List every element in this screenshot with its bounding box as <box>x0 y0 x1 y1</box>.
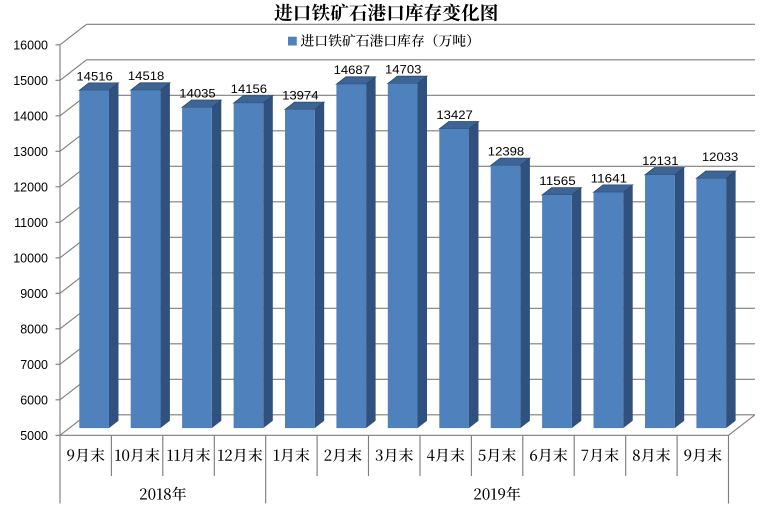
svg-text:8000: 8000 <box>20 323 48 337</box>
svg-text:7000: 7000 <box>20 358 48 372</box>
svg-text:13974: 13974 <box>282 89 319 103</box>
svg-text:11641: 11641 <box>591 171 628 185</box>
svg-text:14156: 14156 <box>231 82 268 96</box>
svg-text:9000: 9000 <box>20 287 48 301</box>
svg-text:13427: 13427 <box>436 108 473 122</box>
svg-text:14703: 14703 <box>385 63 422 77</box>
svg-text:14035: 14035 <box>179 86 216 100</box>
svg-text:13000: 13000 <box>13 145 48 159</box>
svg-text:14518: 14518 <box>128 69 165 83</box>
svg-text:6000: 6000 <box>20 394 48 408</box>
svg-text:11565: 11565 <box>539 174 576 188</box>
svg-text:12131: 12131 <box>642 154 679 168</box>
svg-text:11000: 11000 <box>14 216 48 230</box>
svg-text:14000: 14000 <box>13 110 48 124</box>
svg-text:12000: 12000 <box>13 181 48 195</box>
svg-text:16000: 16000 <box>13 39 48 53</box>
svg-text:10000: 10000 <box>13 252 48 266</box>
svg-text:14687: 14687 <box>334 63 371 77</box>
svg-text:15000: 15000 <box>13 74 48 88</box>
svg-text:12398: 12398 <box>488 145 525 159</box>
svg-text:14516: 14516 <box>76 69 113 83</box>
svg-text:12033: 12033 <box>702 150 739 164</box>
svg-text:5000: 5000 <box>20 429 48 443</box>
